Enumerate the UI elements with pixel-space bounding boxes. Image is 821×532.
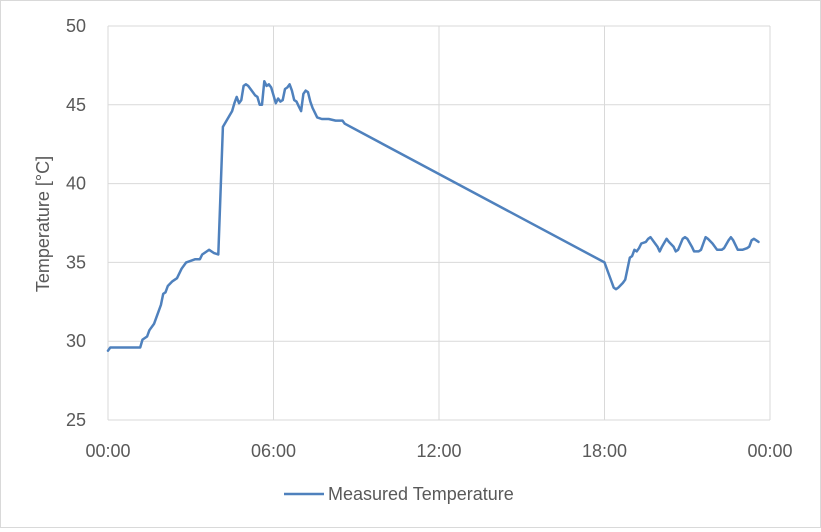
series-line-measured-temperature xyxy=(106,79,760,352)
legend-label: Measured Temperature xyxy=(328,484,514,504)
y-tick-label: 50 xyxy=(66,16,86,36)
y-tick-label: 35 xyxy=(66,252,86,272)
x-tick-label: 06:00 xyxy=(251,441,296,461)
y-tick-label: 30 xyxy=(66,331,86,351)
grid-layer xyxy=(107,25,771,421)
y-tick-label: 45 xyxy=(66,95,86,115)
y-tick-label: 40 xyxy=(66,174,86,194)
series-layer xyxy=(106,79,760,352)
x-tick-label: 12:00 xyxy=(416,441,461,461)
y-tick-label: 25 xyxy=(66,410,86,430)
x-tick-label: 00:00 xyxy=(747,441,792,461)
x-tick-label: 00:00 xyxy=(85,441,130,461)
y-axis-title: Temperature [°C] xyxy=(33,156,53,292)
x-tick-label: 18:00 xyxy=(582,441,627,461)
legend: Measured Temperature xyxy=(284,484,514,504)
y-axis-ticks: 25 30 35 40 45 50 xyxy=(66,16,86,430)
x-axis-ticks: 00:00 06:00 12:00 18:00 00:00 xyxy=(85,441,792,461)
